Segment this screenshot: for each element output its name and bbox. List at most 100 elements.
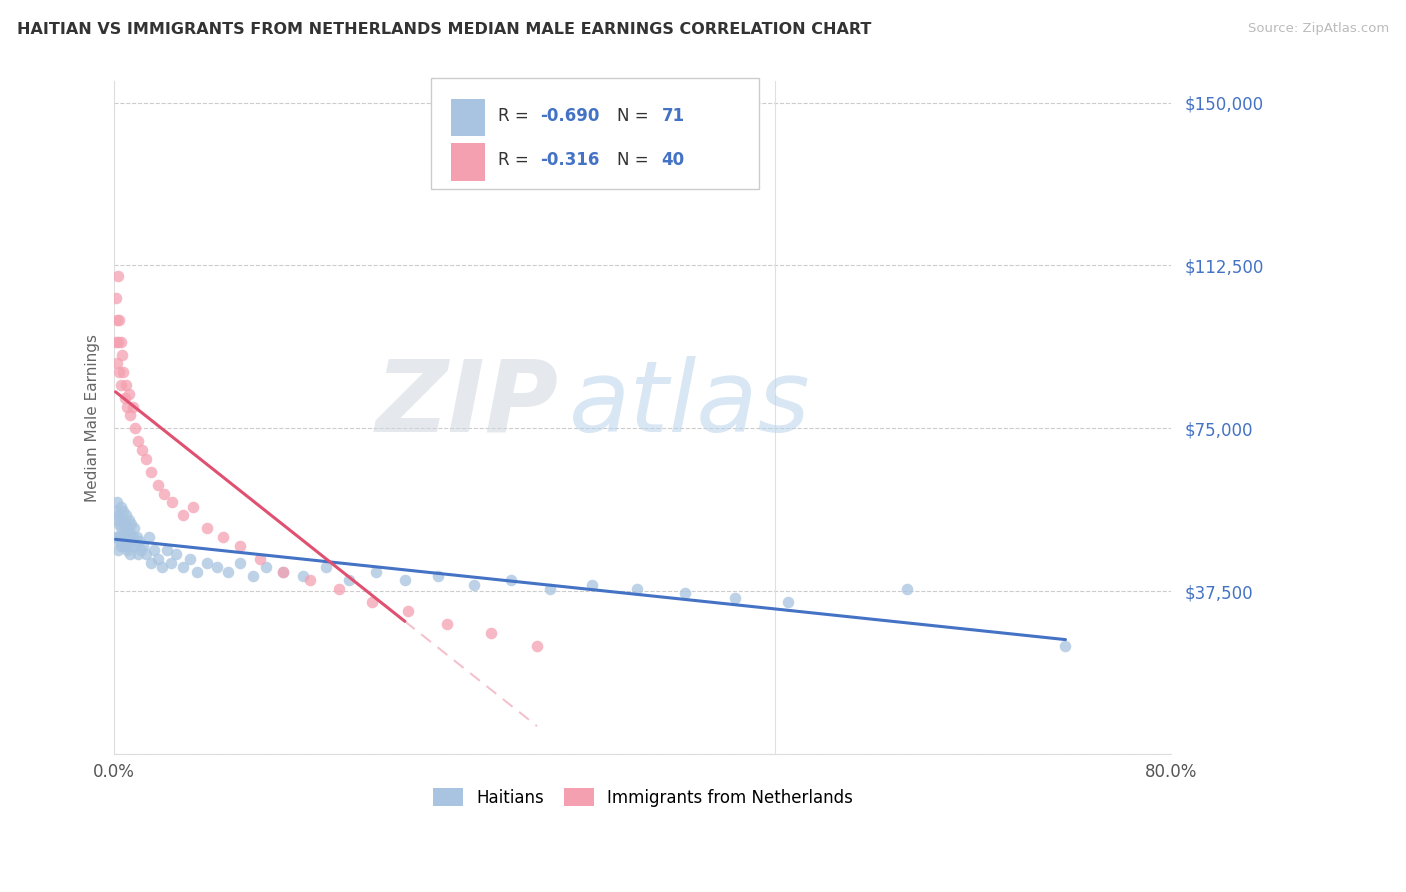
Point (581, 578, 603, 592)
Point (172, 508, 194, 523)
Text: Source: ZipAtlas.com: Source: ZipAtlas.com (1249, 22, 1389, 36)
Point (124, 421, 146, 435)
Point (120, 516, 142, 531)
Point (394, 574, 416, 588)
Point (108, 313, 131, 327)
Point (125, 530, 148, 544)
Point (146, 478, 169, 492)
FancyBboxPatch shape (451, 99, 485, 136)
FancyBboxPatch shape (432, 78, 759, 188)
Point (107, 334, 129, 349)
Text: 71: 71 (662, 107, 685, 125)
Point (156, 543, 179, 558)
Text: N =: N = (617, 107, 654, 125)
Point (179, 551, 201, 566)
Text: -0.690: -0.690 (540, 107, 599, 125)
Point (217, 565, 239, 579)
Point (129, 543, 152, 558)
Point (112, 365, 135, 379)
Point (110, 539, 132, 553)
Point (207, 560, 229, 574)
Point (110, 521, 132, 535)
Point (160, 556, 183, 570)
Point (128, 534, 150, 549)
Point (117, 521, 139, 535)
Point (112, 504, 135, 518)
Text: -0.316: -0.316 (540, 152, 599, 169)
Point (436, 616, 458, 631)
Point (104, 291, 127, 305)
Point (292, 569, 315, 583)
Point (360, 595, 382, 609)
Point (479, 625, 502, 640)
Point (228, 556, 250, 570)
Point (426, 569, 449, 583)
Point (131, 443, 153, 458)
Point (273, 565, 295, 579)
Point (118, 525, 141, 540)
Point (135, 548, 157, 562)
Point (146, 551, 169, 566)
Point (132, 539, 155, 553)
Point (110, 500, 132, 514)
Point (117, 400, 139, 414)
Point (298, 574, 321, 588)
Point (538, 582, 561, 596)
Point (104, 504, 127, 518)
Point (117, 543, 139, 558)
Point (195, 521, 218, 535)
Point (107, 269, 129, 284)
Point (105, 356, 128, 370)
Point (183, 500, 205, 514)
Text: ZIP: ZIP (375, 356, 558, 452)
Point (104, 334, 127, 349)
Point (112, 525, 135, 540)
Point (111, 513, 134, 527)
Text: N =: N = (617, 152, 654, 169)
Point (114, 516, 136, 531)
Point (186, 565, 208, 579)
Point (115, 530, 138, 544)
Point (127, 434, 149, 449)
Point (114, 539, 136, 553)
Point (118, 534, 141, 549)
Point (150, 560, 173, 574)
Point (1054, 639, 1077, 653)
Point (165, 548, 187, 562)
Point (273, 565, 295, 579)
Point (228, 539, 250, 553)
Point (673, 586, 696, 600)
Point (105, 513, 128, 527)
Point (463, 578, 485, 592)
Point (626, 582, 648, 596)
Point (141, 556, 163, 570)
Point (315, 560, 337, 574)
Point (153, 486, 176, 500)
Point (724, 591, 747, 605)
Point (776, 595, 799, 609)
Point (122, 521, 145, 535)
Point (172, 560, 194, 574)
Point (242, 569, 264, 583)
Point (114, 391, 136, 405)
Point (337, 574, 360, 588)
Point (107, 530, 129, 544)
Legend: Haitians, Immigrants from Netherlands: Haitians, Immigrants from Netherlands (426, 781, 859, 814)
Point (108, 516, 131, 531)
Text: R =: R = (498, 152, 534, 169)
Point (105, 313, 128, 327)
Point (118, 513, 141, 527)
Point (127, 548, 149, 562)
Point (118, 548, 141, 562)
Point (111, 530, 134, 544)
Point (118, 386, 141, 401)
Point (121, 530, 143, 544)
Point (142, 543, 165, 558)
Point (124, 539, 146, 553)
Point (110, 334, 132, 349)
Point (328, 582, 350, 596)
Point (107, 508, 129, 523)
Point (499, 574, 522, 588)
Point (396, 604, 419, 618)
FancyBboxPatch shape (451, 144, 485, 180)
